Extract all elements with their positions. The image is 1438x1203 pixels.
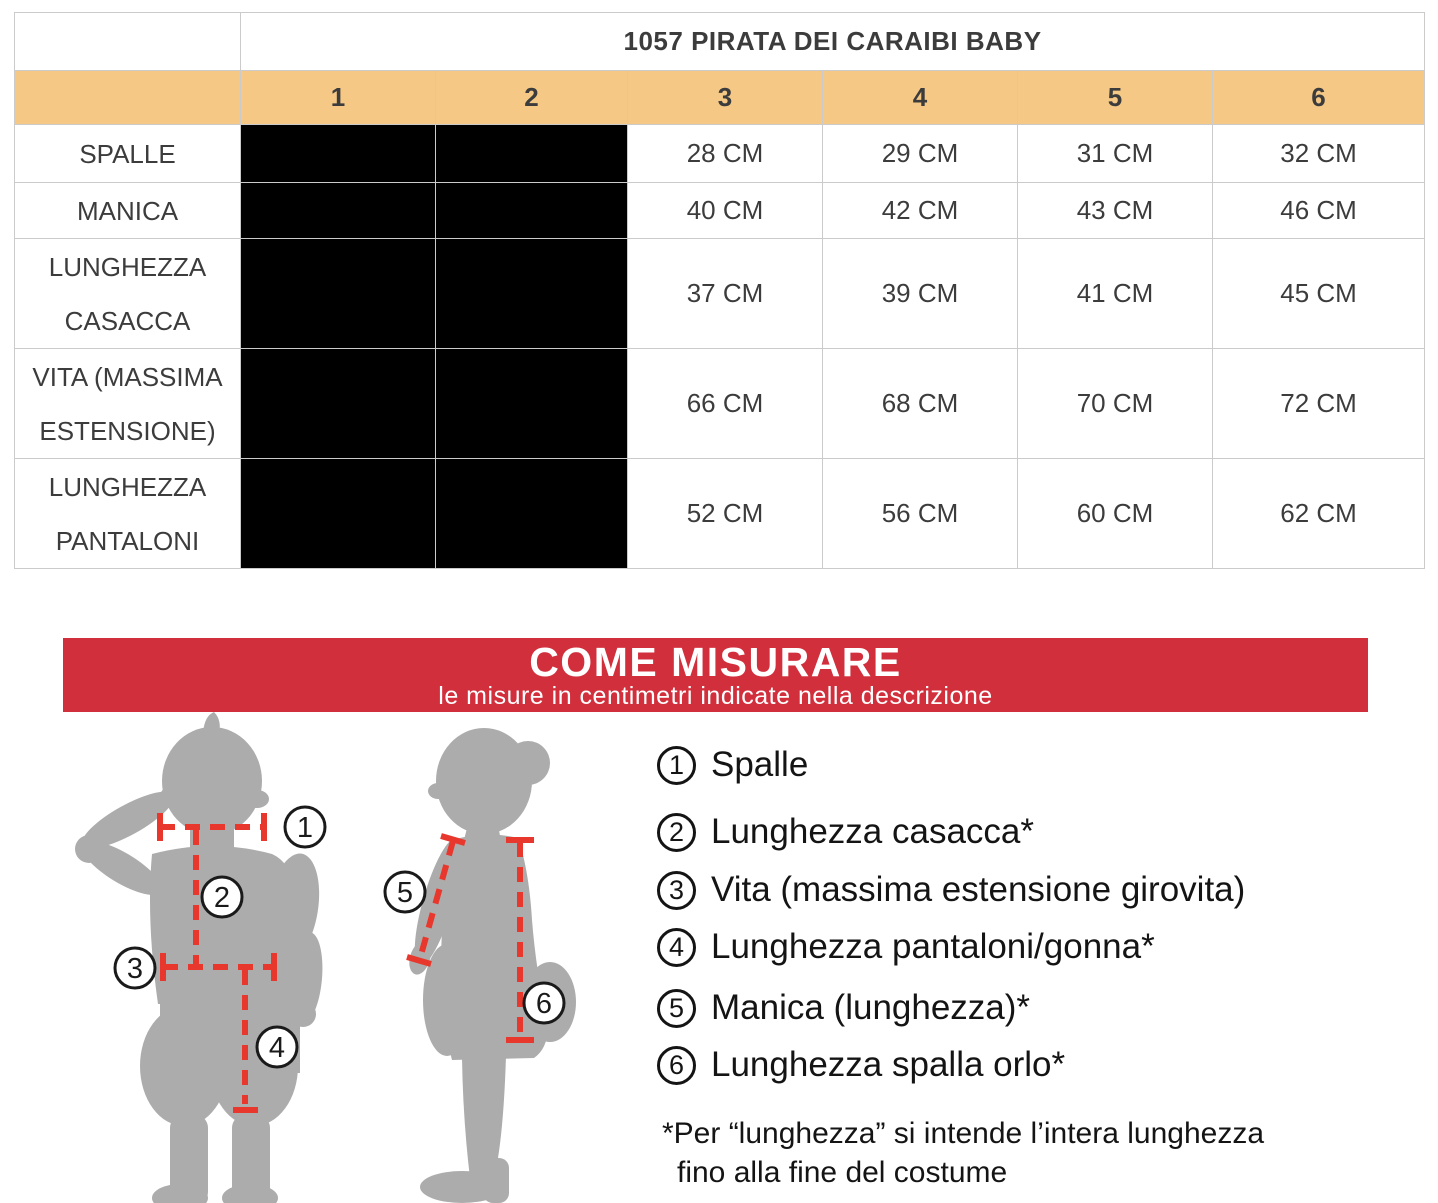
redacted-cell <box>240 124 436 183</box>
size-header-empty-cell <box>14 70 241 125</box>
row-label: LUNGHEZZA CASACCA <box>14 238 241 349</box>
legend-number-badge: 6 <box>657 1045 696 1085</box>
size-value-cell: 56 CM <box>822 458 1018 569</box>
footnote-line-2: fino alla fine del costume <box>677 1156 1008 1189</box>
svg-text:2: 2 <box>214 882 230 914</box>
table-row: LUNGHEZZA PANTALONI 52 CM 56 CM 60 CM 62… <box>14 458 1426 569</box>
svg-text:4: 4 <box>269 1032 285 1064</box>
size-value-cell: 72 CM <box>1211 348 1426 459</box>
redacted-cell <box>240 458 436 569</box>
redacted-cell <box>435 238 628 349</box>
legend-label: Manica (lunghezza)* <box>711 988 1031 1027</box>
size-column-header: 5 <box>1017 70 1213 125</box>
size-header-row: 1 2 3 4 5 6 <box>14 70 1426 125</box>
legend-label: Vita (massima estensione girovita) <box>711 870 1246 909</box>
size-value-cell: 66 CM <box>627 348 823 459</box>
product-title: 1057 PIRATA DEI CARAIBI BABY <box>239 12 1426 71</box>
legend-item-vita: 3 Vita (massima estensione girovita) <box>657 861 1245 919</box>
size-column-header: 2 <box>435 70 628 125</box>
legend-item-lunghezza-spalla-orlo: 6 Lunghezza spalla orlo* <box>657 1036 1065 1094</box>
size-value-cell: 68 CM <box>822 348 1018 459</box>
row-label: LUNGHEZZA PANTALONI <box>14 458 241 569</box>
size-value-cell: 52 CM <box>627 458 823 569</box>
size-column-header: 6 <box>1211 70 1426 125</box>
banner-title: COME MISURARE <box>529 639 902 685</box>
size-value-cell: 70 CM <box>1017 348 1213 459</box>
svg-text:6: 6 <box>536 988 552 1020</box>
size-value-cell: 28 CM <box>627 124 823 183</box>
legend-label: Spalle <box>711 745 809 784</box>
measure-banner: COME MISURARE le misure in centimetri in… <box>63 638 1368 712</box>
svg-text:3: 3 <box>127 953 143 985</box>
table-row: MANICA 40 CM 42 CM 43 CM 46 CM <box>14 182 1426 239</box>
diagram-marker-5: 5 <box>383 870 427 914</box>
diagram-marker-4: 4 <box>255 1025 299 1069</box>
size-column-header: 1 <box>240 70 436 125</box>
corner-cell <box>14 12 241 71</box>
diagram-marker-3: 3 <box>113 946 157 990</box>
size-table: 1057 PIRATA DEI CARAIBI BABY 1 2 3 4 5 6… <box>14 12 1426 569</box>
legend-number-badge: 4 <box>657 927 696 967</box>
row-label: SPALLE <box>14 124 241 183</box>
redacted-cell <box>435 458 628 569</box>
redacted-cell <box>240 348 436 459</box>
legend-label: Lunghezza pantaloni/gonna* <box>711 927 1155 966</box>
size-value-cell: 62 CM <box>1211 458 1426 569</box>
svg-text:5: 5 <box>397 877 413 909</box>
size-value-cell: 46 CM <box>1211 182 1426 239</box>
size-value-cell: 39 CM <box>822 238 1018 349</box>
size-value-cell: 60 CM <box>1017 458 1213 569</box>
footnote: *Per “lunghezza” si intende l’intera lun… <box>662 1114 1264 1192</box>
size-value-cell: 31 CM <box>1017 124 1213 183</box>
size-value-cell: 29 CM <box>822 124 1018 183</box>
svg-text:1: 1 <box>297 812 313 844</box>
size-value-cell: 32 CM <box>1211 124 1426 183</box>
legend-number-badge: 1 <box>657 745 696 785</box>
legend-item-spalle: 1 Spalle <box>657 736 808 794</box>
size-column-header: 4 <box>822 70 1018 125</box>
size-value-cell: 45 CM <box>1211 238 1426 349</box>
redacted-cell <box>435 348 628 459</box>
size-value-cell: 43 CM <box>1017 182 1213 239</box>
table-row: LUNGHEZZA CASACCA 37 CM 39 CM 41 CM 45 C… <box>14 238 1426 349</box>
measure-diagram: 1 2 3 4 5 6 <box>75 712 576 1203</box>
table-title-row: 1057 PIRATA DEI CARAIBI BABY <box>14 12 1426 71</box>
legend-number-badge: 3 <box>657 870 696 910</box>
legend-number-badge: 5 <box>657 988 696 1028</box>
measure-lines <box>157 813 534 1113</box>
legend-item-manica: 5 Manica (lunghezza)* <box>657 979 1030 1037</box>
girl-silhouette <box>409 728 576 1203</box>
size-value-cell: 42 CM <box>822 182 1018 239</box>
table-row: VITA (MASSIMA ESTENSIONE) 66 CM 68 CM 70… <box>14 348 1426 459</box>
size-value-cell: 40 CM <box>627 182 823 239</box>
row-label: VITA (MASSIMA ESTENSIONE) <box>14 348 241 459</box>
legend-item-lunghezza-pantaloni: 4 Lunghezza pantaloni/gonna* <box>657 918 1155 976</box>
legend-number-badge: 2 <box>657 812 696 852</box>
boy-silhouette <box>75 712 323 1203</box>
size-column-header: 3 <box>627 70 823 125</box>
diagram-marker-6: 6 <box>522 981 566 1025</box>
legend-label: Lunghezza casacca* <box>711 812 1034 851</box>
diagram-marker-2: 2 <box>200 875 244 919</box>
footnote-line-1: *Per “lunghezza” si intende l’intera lun… <box>662 1117 1265 1150</box>
redacted-cell <box>435 124 628 183</box>
size-value-cell: 37 CM <box>627 238 823 349</box>
legend-label: Lunghezza spalla orlo* <box>711 1045 1066 1084</box>
table-row: SPALLE 28 CM 29 CM 31 CM 32 CM <box>14 124 1426 183</box>
redacted-cell <box>240 238 436 349</box>
legend-item-lunghezza-casacca: 2 Lunghezza casacca* <box>657 803 1034 861</box>
redacted-cell <box>240 182 436 239</box>
diagram-marker-1: 1 <box>283 805 327 849</box>
banner-subtitle: le misure in centimetri indicate nella d… <box>438 682 993 710</box>
size-value-cell: 41 CM <box>1017 238 1213 349</box>
row-label: MANICA <box>14 182 241 239</box>
redacted-cell <box>435 182 628 239</box>
